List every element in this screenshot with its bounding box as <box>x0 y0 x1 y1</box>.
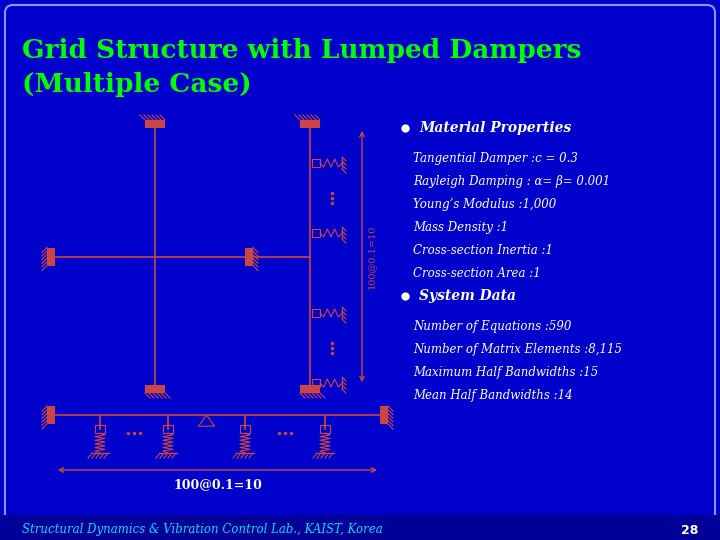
Bar <box>312 379 320 387</box>
Text: (Multiple Case): (Multiple Case) <box>22 72 251 97</box>
Bar <box>145 385 165 393</box>
Text: Number of Matrix Elements :8,115: Number of Matrix Elements :8,115 <box>413 343 622 356</box>
Text: Tangential Damper :c = 0.3: Tangential Damper :c = 0.3 <box>413 152 578 165</box>
Bar <box>312 229 320 237</box>
Bar <box>163 425 173 433</box>
Text: 28: 28 <box>680 523 698 537</box>
Bar <box>300 385 320 393</box>
Text: Young’s Modulus :1,000: Young’s Modulus :1,000 <box>413 198 557 211</box>
Text: Grid Structure with Lumped Dampers: Grid Structure with Lumped Dampers <box>22 38 581 63</box>
Bar <box>245 247 253 266</box>
Bar <box>320 425 330 433</box>
Text: System Data: System Data <box>419 289 516 303</box>
Bar <box>240 425 250 433</box>
Text: Number of Equations :590: Number of Equations :590 <box>413 320 572 333</box>
Bar <box>95 425 105 433</box>
Text: Cross-section Inertia :1: Cross-section Inertia :1 <box>413 244 553 257</box>
Text: Maximum Half Bandwidths :15: Maximum Half Bandwidths :15 <box>413 366 598 379</box>
Text: Cross-section Area :1: Cross-section Area :1 <box>413 267 541 280</box>
Bar <box>312 159 320 167</box>
Text: Material Properties: Material Properties <box>419 121 571 135</box>
Bar <box>0 515 720 540</box>
Text: Rayleigh Damping : α= β= 0.001: Rayleigh Damping : α= β= 0.001 <box>413 175 610 188</box>
Bar <box>312 309 320 317</box>
Bar <box>145 120 165 128</box>
Text: Mass Density :1: Mass Density :1 <box>413 221 508 234</box>
Bar <box>300 120 320 128</box>
Bar <box>47 406 55 424</box>
Text: 100@0.1=10: 100@0.1=10 <box>173 478 262 491</box>
Text: 100@0.1=10: 100@0.1=10 <box>367 224 376 289</box>
Bar <box>380 406 388 424</box>
Text: Mean Half Bandwidths :14: Mean Half Bandwidths :14 <box>413 389 572 402</box>
Bar <box>47 247 55 266</box>
Text: Structural Dynamics & Vibration Control Lab., KAIST, Korea: Structural Dynamics & Vibration Control … <box>22 523 383 537</box>
